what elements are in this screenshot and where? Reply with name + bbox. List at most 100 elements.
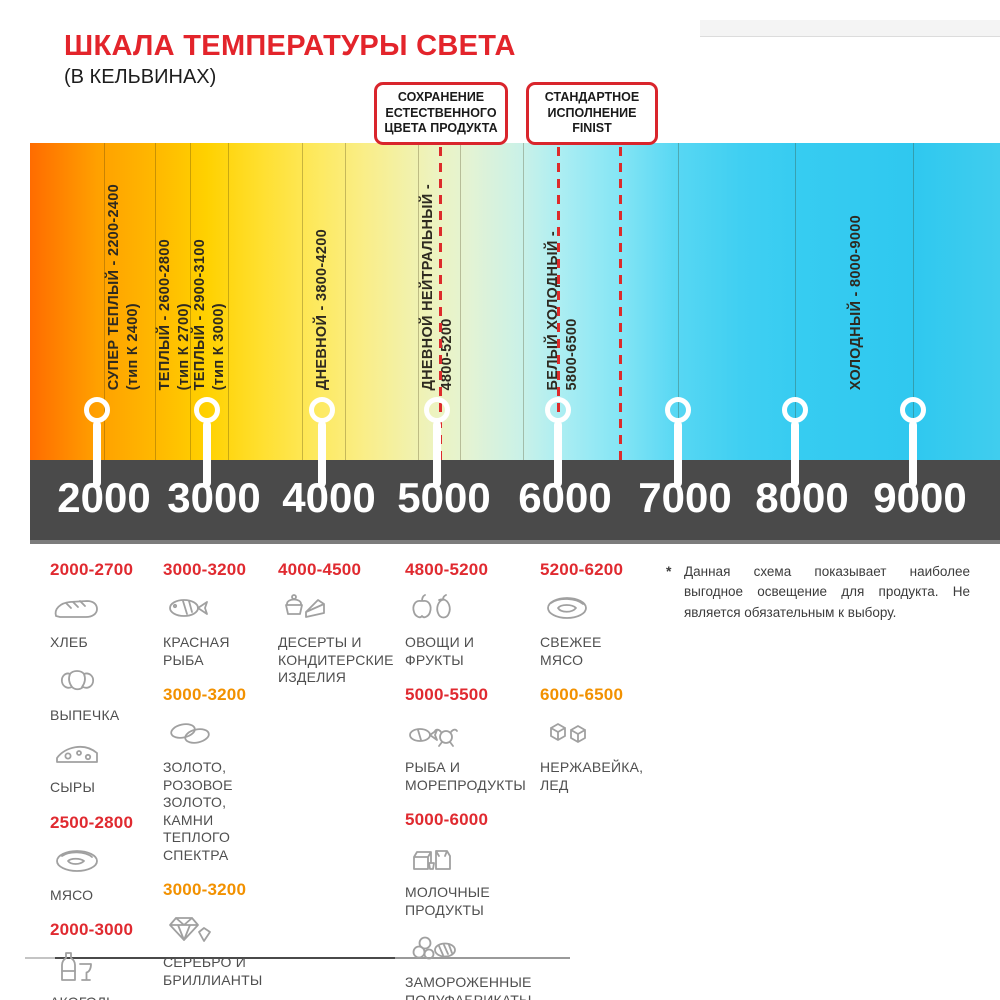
product-label: СЕРЕБРО И БРИЛЛИАНТЫ	[163, 954, 263, 988]
scale-pin-circle	[424, 397, 450, 423]
fish-icon	[163, 589, 276, 632]
product-item: МЯСО	[50, 842, 162, 905]
kelvin-tick-number: 6000	[518, 474, 612, 521]
bottom-rule-segment	[395, 957, 570, 959]
page-subtitle: (В КЕЛЬВИНАХ)	[64, 66, 217, 88]
product-item: ЗАМОРОЖЕННЫЕ ПОЛУФАБРИКАТЫ	[405, 929, 537, 1000]
zone-type: 5800-6500	[563, 317, 580, 390]
product-group: 2000-3000 АКОГОЛЬ	[50, 920, 162, 1000]
cheese-icon	[50, 734, 162, 777]
product-label: ОВОЩИ И ФРУКТЫ	[405, 634, 475, 668]
product-item: ВЫПЕЧКА	[50, 662, 162, 725]
kelvin-tick-number: 4000	[282, 474, 376, 521]
kelvin-tick-number: 3000	[167, 474, 261, 521]
zone-label: ДНЕВНОЙ - 3800-4200	[313, 229, 332, 390]
product-group: 5000-5500 РЫБА И МОРЕПРОДУКТЫ	[405, 685, 537, 794]
zone-separator-line	[678, 143, 679, 460]
scale-pin-stick	[909, 421, 917, 487]
bottom-rule-segment	[25, 957, 55, 959]
product-group: 5200-6200 СВЕЖЕЕ МЯСО	[540, 560, 652, 669]
callout-natural-color: СОХРАНЕНИЕ ЕСТЕСТВЕННОГО ЦВЕТА ПРОДУКТА	[374, 82, 508, 145]
scale-pin-circle	[665, 397, 691, 423]
zone-name: ХОЛОДНЫЙ - 8000-9000	[848, 214, 864, 390]
zone-separator-line	[523, 143, 524, 460]
temperature-range: 5200-6200	[540, 560, 624, 579]
product-label: ВЫПЕЧКА	[50, 706, 120, 723]
product-label: ЗОЛОТО, РОЗОВОЕ ЗОЛОТО, КАМНИ ТЕПЛОГО СП…	[163, 759, 233, 863]
temperature-range: 5000-5500	[405, 685, 489, 704]
product-label: РЫБА И МОРЕПРОДУКТЫ	[405, 759, 526, 793]
product-column: 5200-6200 СВЕЖЕЕ МЯСО 6000-6500 НЕРЖАВЕЙКА,…	[540, 560, 652, 810]
zone-type: (тип К 3000)	[210, 302, 227, 390]
product-recommendations: 2000-2700 ХЛЕБ ВЫПЕЧКА СЫРЫ 2500-2800 МЯСО 200…	[0, 560, 1000, 1000]
temperature-range: 3000-3200	[163, 685, 247, 704]
scale-pin-circle	[84, 397, 110, 423]
product-column: 4000-4500 ДЕСЕРТЫ И КОНДИТЕРСКИЕ ИЗДЕЛИЯ	[278, 560, 400, 703]
temperature-range: 4800-5200	[405, 560, 489, 579]
product-item: СЕРЕБРО И БРИЛЛИАНТЫ	[163, 909, 276, 989]
callout-finist-standard: СТАНДАРТНОЕ ИСПОЛНЕНИЕ FINIST	[526, 82, 658, 145]
croissant-icon	[50, 662, 162, 705]
zone-label: СУПЕР ТЕПЛЫЙ - 2200-2400 (тип К 2400)	[105, 184, 143, 390]
zone-separator-line	[228, 143, 229, 460]
zone-separator-line	[190, 143, 191, 460]
product-column: 2000-2700 ХЛЕБ ВЫПЕЧКА СЫРЫ 2500-2800 МЯСО 200…	[50, 560, 162, 1000]
top-right-strip	[700, 20, 1000, 37]
scale-pin-stick	[93, 421, 101, 487]
temperature-range: 3000-3200	[163, 880, 247, 899]
product-label: МОЛОЧНЫЕ ПРОДУКТЫ	[405, 884, 490, 918]
bread-icon	[50, 589, 162, 632]
product-label: КРАСНАЯ РЫБА	[163, 634, 230, 668]
scale-pin-stick	[791, 421, 799, 487]
temperature-range: 2500-2800	[50, 812, 134, 832]
scale-pin-stick	[674, 421, 682, 487]
product-item: НЕРЖАВЕЙКА, ЛЕД	[540, 714, 652, 794]
temperature-range: 6000-6500	[540, 685, 624, 704]
meat-icon	[50, 842, 162, 885]
zone-name: ДНЕВНОЙ - 3800-4200	[314, 228, 330, 390]
temperature-gradient: СУПЕР ТЕПЛЫЙ - 2200-2400 (тип К 2400) ТЕПЛ…	[30, 143, 1000, 460]
kelvin-tick-number: 5000	[397, 474, 491, 521]
product-item: РЫБА И МОРЕПРОДУКТЫ	[405, 714, 537, 794]
product-column: 3000-3200 КРАСНАЯ РЫБА 3000-3200 ЗОЛОТО, РО…	[163, 560, 276, 1000]
product-group: 4800-5200 ОВОЩИ И ФРУКТЫ	[405, 560, 537, 669]
product-item: СВЕЖЕЕ МЯСО	[540, 589, 652, 669]
product-label: АКОГОЛЬ	[50, 994, 162, 1000]
product-label: НЕРЖАВЕЙКА, ЛЕД	[540, 759, 644, 793]
zone-type: (тип К 2400)	[124, 302, 141, 390]
product-group: 5000-6000 МОЛОЧНЫЕ ПРОДУКТЫ ЗАМОРОЖЕННЫЕ П…	[405, 810, 537, 1000]
product-group: 2500-2800 МЯСО	[50, 813, 162, 905]
zone-separator-line	[418, 143, 419, 460]
product-label: СЫРЫ	[50, 779, 96, 795]
scale-pin-stick	[318, 421, 326, 487]
dashed-guide-line	[618, 131, 622, 462]
product-item: КРАСНАЯ РЫБА	[163, 589, 276, 669]
zone-name: СУПЕР ТЕПЛЫЙ - 2200-2400	[106, 183, 122, 390]
scale-pin-stick	[203, 421, 211, 487]
product-group: 4000-4500 ДЕСЕРТЫ И КОНДИТЕРСКИЕ ИЗДЕЛИЯ	[278, 560, 400, 687]
kelvin-tick-number: 8000	[755, 474, 849, 521]
product-label: СВЕЖЕЕ МЯСО	[540, 634, 602, 668]
temperature-range: 2000-2700	[50, 560, 134, 579]
dairy-icon	[405, 839, 537, 882]
dashed-guide-line	[438, 131, 442, 462]
product-label: ДЕСЕРТЫ И КОНДИТЕРСКИЕ ИЗДЕЛИЯ	[278, 634, 394, 685]
temperature-range: 3000-3200	[163, 560, 247, 579]
zone-separator-line	[104, 143, 105, 460]
zone-name: ТЕПЛЫЙ - 2900-3100	[192, 238, 208, 390]
frozen-icon	[405, 929, 537, 972]
product-item: ЗОЛОТО, РОЗОВОЕ ЗОЛОТО, КАМНИ ТЕПЛОГО СП…	[163, 714, 276, 864]
temperature-range: 5000-6000	[405, 810, 489, 829]
zone-name: БЕЛЫЙ ХОЛОДНЫЙ -	[545, 230, 561, 390]
zone-label: ТЕПЛЫЙ - 2600-2800 (тип К 2700)	[156, 239, 194, 390]
product-item: МОЛОЧНЫЕ ПРОДУКТЫ	[405, 839, 537, 919]
product-item: СЫРЫ	[50, 734, 162, 797]
kelvin-tick-number: 7000	[638, 474, 732, 521]
zone-separator-line	[460, 143, 461, 460]
scale-pin-circle	[545, 397, 571, 423]
product-item: ХЛЕБ	[50, 589, 162, 652]
kelvin-tick-number: 2000	[57, 474, 151, 521]
ice-icon	[540, 714, 652, 757]
zone-label: ТЕПЛЫЙ - 2900-3100 (тип К 3000)	[191, 239, 229, 390]
